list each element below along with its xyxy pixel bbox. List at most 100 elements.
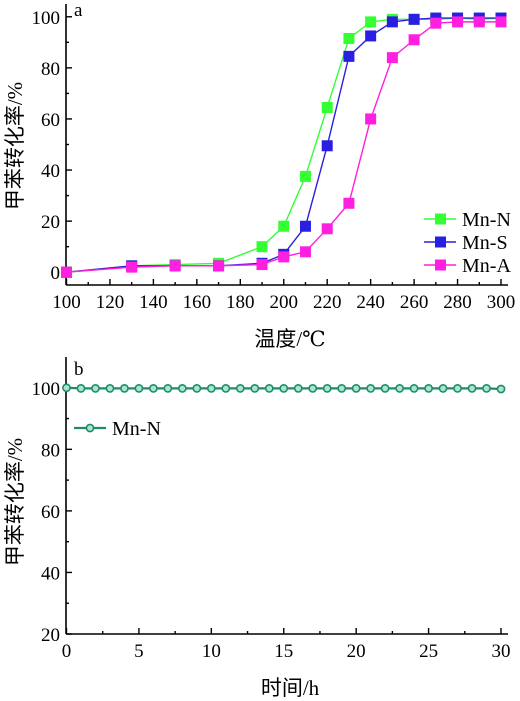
panel-a-ticks: 100 120 140 160 180 200 220 240 260 280 300 0 20 40 60… [32, 8, 516, 313]
data-point-marker [337, 383, 347, 393]
y-tick-label: 20 [41, 212, 60, 233]
data-point-marker [299, 246, 311, 258]
data-point-marker [278, 220, 290, 232]
y-tick-label: 80 [41, 59, 60, 80]
legend-label: Mn-S [462, 232, 508, 254]
x-tick-label: 180 [226, 292, 255, 313]
series-mn-a [61, 16, 507, 278]
legend-label: Mn-N [462, 209, 511, 231]
data-point-marker [120, 383, 129, 393]
legend-item-mn-n: Mn-N [74, 418, 161, 440]
data-point-marker [430, 17, 442, 29]
data-point-marker [395, 383, 405, 393]
data-point-marker [321, 101, 333, 113]
data-point-marker [473, 16, 485, 28]
data-point-marker [279, 383, 289, 393]
data-point-marker [293, 383, 303, 393]
legend-marker [85, 423, 95, 433]
data-point-marker [206, 383, 216, 393]
y-tick-label: 80 [41, 440, 60, 461]
data-point-marker [409, 383, 419, 393]
x-tick-label: 200 [270, 292, 299, 313]
x-tick-label: 0 [62, 641, 72, 662]
panel-a-series-group [61, 12, 507, 278]
data-point-marker [386, 16, 398, 28]
y-tick-label: 0 [51, 263, 61, 284]
panel-a-label: a [74, 0, 83, 21]
data-point-marker [192, 383, 202, 393]
panel-b-legend: Mn-N [74, 418, 161, 440]
data-point-marker [321, 223, 333, 235]
data-point-marker [62, 383, 71, 393]
panel-a-temperature-conversion: a 100 120 140 160 180 200 220 240 260 280 300 0 20 40… [3, 0, 515, 351]
data-point-marker [299, 220, 311, 232]
x-tick-label: 160 [183, 292, 212, 313]
data-point-marker [163, 383, 173, 393]
x-tick-label: 280 [443, 292, 472, 313]
y-tick-label: 40 [41, 563, 60, 584]
series-mn-n [62, 383, 506, 394]
data-point-marker [213, 260, 225, 272]
panel-b-series-group [62, 383, 506, 394]
x-tick-label: 260 [400, 292, 429, 313]
data-point-marker [365, 16, 377, 28]
data-point-marker [308, 383, 318, 393]
data-point-marker [321, 140, 333, 152]
panel-a-x-axis-label: 温度/℃ [254, 327, 325, 351]
legend-marker [435, 236, 446, 248]
data-point-marker [453, 383, 462, 393]
legend-label: Mn-N [112, 418, 161, 440]
x-tick-label: 25 [419, 641, 438, 662]
x-tick-label: 20 [347, 641, 366, 662]
panel-b-ticks: 0 5 10 15 20 25 30 20 40 60 80 100 [32, 379, 511, 662]
data-point-marker [256, 241, 268, 253]
panel-b-time-stability: b 0 5 10 15 20 25 30 20 40 60 80 100 时间/h 甲苯转化率/% M… [3, 357, 511, 700]
x-tick-label: 5 [134, 641, 144, 662]
data-point-marker [322, 383, 332, 393]
data-point-marker [278, 251, 290, 263]
x-tick-label: 140 [139, 292, 168, 313]
data-point-marker [299, 170, 311, 182]
panel-b-x-axis-label: 时间/h [261, 676, 320, 700]
legend-item-mn-a: Mn-A [424, 255, 511, 277]
legend-item-mn-s: Mn-S [424, 232, 508, 254]
data-point-marker [343, 32, 355, 44]
legend-item-mn-n: Mn-N [424, 209, 511, 231]
y-tick-label: 60 [41, 502, 60, 523]
data-point-marker [250, 383, 260, 393]
data-point-marker [408, 34, 420, 46]
legend-marker [435, 259, 446, 271]
panel-b-label: b [74, 359, 84, 380]
data-point-marker [424, 383, 433, 393]
panel-a-legend: Mn-NMn-SMn-A [424, 209, 511, 277]
data-point-marker [496, 384, 506, 394]
data-point-marker [366, 383, 376, 393]
data-point-marker [380, 383, 390, 393]
data-point-marker [169, 260, 181, 272]
data-point-marker [134, 383, 144, 393]
y-tick-label: 100 [32, 379, 61, 400]
panel-b-y-axis-label: 甲苯转化率/% [3, 438, 27, 566]
data-point-marker [386, 52, 398, 64]
data-point-marker [408, 13, 420, 25]
data-point-marker [467, 383, 477, 393]
x-tick-label: 15 [274, 641, 293, 662]
x-tick-label: 10 [202, 641, 221, 662]
data-point-marker [482, 383, 491, 393]
x-tick-label: 220 [313, 292, 342, 313]
series-line [66, 17, 501, 273]
data-point-marker [148, 383, 158, 393]
data-point-marker [365, 30, 377, 42]
series-line [66, 17, 502, 273]
series-line [66, 21, 501, 273]
data-point-marker [235, 383, 245, 393]
data-point-marker [105, 383, 115, 393]
panel-a-y-axis-label: 甲苯转化率/% [3, 82, 27, 210]
legend-marker [435, 213, 446, 225]
data-point-marker [264, 383, 274, 393]
y-tick-label: 20 [41, 625, 60, 646]
x-tick-label: 100 [52, 292, 81, 313]
data-point-marker [91, 383, 100, 393]
data-point-marker [438, 383, 448, 393]
